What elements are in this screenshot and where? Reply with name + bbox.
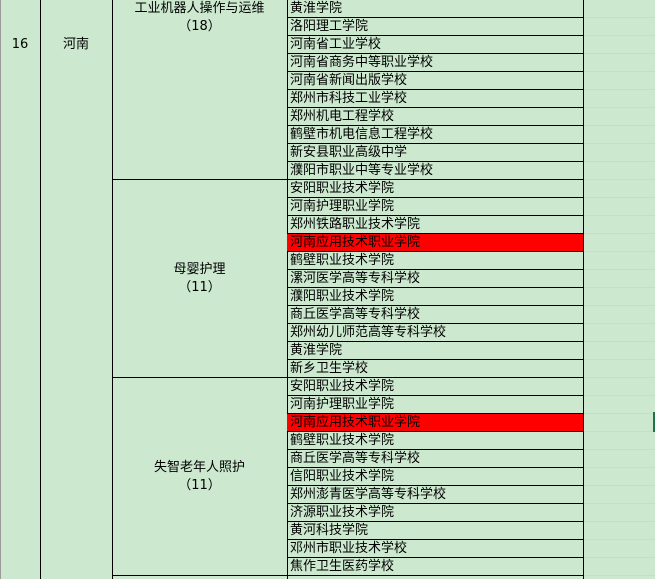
major-count: （11）: [178, 280, 221, 295]
col-divider: [40, 0, 41, 579]
school-cell[interactable]: 济源职业技术学院: [287, 504, 583, 522]
school-cell[interactable]: 邓州市职业技术学校: [287, 540, 583, 558]
school-cell[interactable]: 郑州市科技工业学校: [287, 90, 583, 108]
school-cell[interactable]: 黄淮学院: [287, 0, 583, 18]
school-cell[interactable]: 黄河科技学院: [287, 522, 583, 540]
school-cell[interactable]: 河南护理职业学院: [287, 198, 583, 216]
school-cell[interactable]: 鹤壁职业技术学院: [287, 252, 583, 270]
school-cell[interactable]: 郑州铁路职业技术学院: [287, 216, 583, 234]
major-cell[interactable]: 失智老年人照护 （11）: [112, 459, 287, 495]
major-count: （18）: [178, 19, 221, 34]
group-divider: [112, 179, 287, 180]
major-name: 失智老年人照护: [153, 460, 245, 475]
school-cell[interactable]: 郑州澎青医学高等专科学校: [287, 486, 583, 504]
school-cell[interactable]: 商丘医学高等专科学校: [287, 306, 583, 324]
group-divider: [112, 377, 287, 378]
major-cell[interactable]: 母婴护理 （11）: [112, 261, 287, 297]
province-cell[interactable]: 河南: [62, 37, 89, 52]
school-cell[interactable]: 河南应用技术职业学院: [287, 414, 583, 432]
school-cell[interactable]: 新乡卫生学校: [287, 360, 583, 378]
col-divider: [287, 0, 288, 579]
school-cell[interactable]: 黄淮学院: [287, 342, 583, 360]
group-divider: [112, 575, 583, 576]
major-cell[interactable]: 工业机器人操作与运维 （18）: [112, 0, 287, 36]
school-cell[interactable]: 河南应用技术职业学院: [287, 234, 583, 252]
school-cell[interactable]: 洛阳理工学院: [287, 18, 583, 36]
school-cell[interactable]: 河南省工业学校: [287, 36, 583, 54]
sheet-scroll-marker: [653, 412, 655, 432]
school-cell[interactable]: 商丘医学高等专科学校: [287, 450, 583, 468]
school-cell[interactable]: 河南护理职业学院: [287, 396, 583, 414]
school-cell[interactable]: 鹤壁市机电信息工程学校: [287, 126, 583, 144]
school-cell[interactable]: 安阳职业技术学院: [287, 378, 583, 396]
school-cell[interactable]: 郑州机电工程学校: [287, 108, 583, 126]
empty-grid-area[interactable]: [583, 0, 655, 579]
row-index-cell[interactable]: 16: [11, 37, 29, 52]
school-cell[interactable]: 信阳职业技术学院: [287, 468, 583, 486]
school-cell[interactable]: 安阳职业技术学院: [287, 180, 583, 198]
school-cell[interactable]: 河南省商务中等职业学校: [287, 54, 583, 72]
major-count: （11）: [178, 478, 221, 493]
major-name: 母婴护理: [173, 262, 226, 277]
col-divider: [112, 0, 113, 579]
school-cell[interactable]: 鹤壁职业技术学院: [287, 432, 583, 450]
left-edge: [0, 0, 1, 579]
school-cell[interactable]: 郑州幼儿师范高等专科学校: [287, 324, 583, 342]
school-cell[interactable]: 河南省新闻出版学校: [287, 72, 583, 90]
school-cell[interactable]: 濮阳市职业中等专业学校: [287, 162, 583, 180]
school-cell[interactable]: 漯河医学高等专科学校: [287, 270, 583, 288]
school-cell[interactable]: 焦作卫生医药学校: [287, 558, 583, 576]
major-name: 工业机器人操作与运维: [134, 1, 265, 16]
col-divider: [583, 0, 584, 579]
school-cell[interactable]: 新安县职业高级中学: [287, 144, 583, 162]
school-cell[interactable]: 濮阳职业技术学院: [287, 288, 583, 306]
